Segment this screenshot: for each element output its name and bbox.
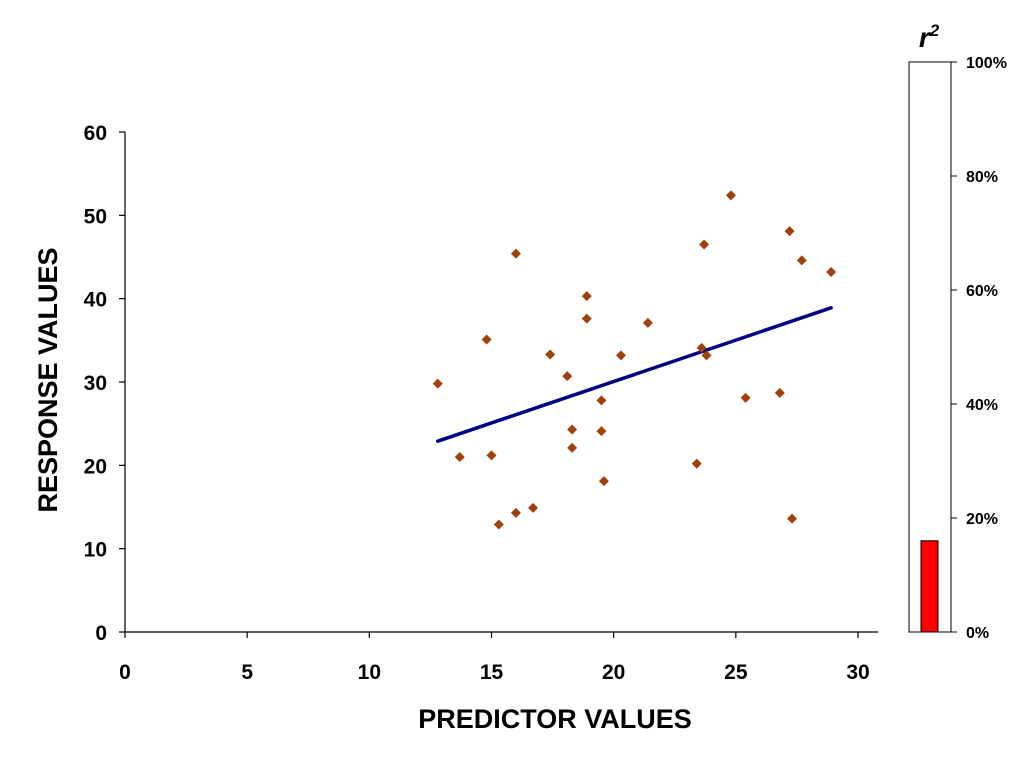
r-squared-ticks: 0% 20% 40% 60% 80% 100% [951, 55, 1007, 642]
data-point [784, 226, 795, 237]
r-squared-tick-label: 100% [966, 55, 1007, 72]
data-point [581, 313, 592, 324]
data-point [774, 387, 785, 398]
y-tick-label: 0 [95, 622, 107, 645]
data-point [740, 392, 751, 403]
data-point [796, 255, 807, 266]
x-tick-label: 20 [602, 661, 625, 684]
trendline [435, 306, 833, 443]
r-squared-tick-label: 40% [966, 397, 998, 414]
y-tick-label: 20 [84, 455, 107, 478]
data-point [510, 507, 521, 518]
x-axis-title: PREDICTOR VALUES [418, 704, 692, 734]
data-point [826, 267, 837, 277]
x-tick-label: 10 [358, 661, 381, 684]
r-squared-title-main: r [919, 22, 932, 53]
data-point [528, 502, 539, 513]
r-squared-title: r2 [919, 21, 940, 53]
y-axis-title: RESPONSE VALUES [33, 247, 63, 512]
data-point [691, 458, 702, 469]
data-point [725, 190, 736, 201]
r-squared-bar-group [920, 540, 939, 633]
data-point [486, 450, 497, 461]
data-point [481, 334, 492, 345]
points-group [432, 190, 837, 530]
y-axis-ticks: 0 10 20 30 40 50 60 [84, 122, 125, 645]
data-point [581, 291, 592, 302]
data-point [596, 426, 607, 437]
y-tick-label: 10 [84, 539, 107, 562]
x-tick-label: 30 [846, 661, 869, 684]
data-point [699, 239, 710, 250]
data-point [545, 349, 556, 360]
data-point [701, 350, 712, 361]
scatter-plot: 0 10 20 30 40 50 60 0 5 10 15 20 25 30 PREDICTOR VAL… [33, 122, 878, 734]
r-squared-bar [920, 540, 939, 633]
y-tick-label: 30 [84, 372, 107, 395]
r-squared-tick-label: 60% [966, 283, 998, 300]
data-point [454, 452, 465, 462]
r-squared-gauge: 0% 20% 40% 60% 80% 100% r2 [908, 21, 1007, 642]
r-squared-tick-label: 80% [966, 169, 998, 186]
data-point [567, 442, 578, 453]
data-point [510, 248, 521, 259]
y-tick-label: 50 [84, 205, 107, 228]
x-tick-label: 5 [241, 661, 253, 684]
y-tick-label: 40 [84, 289, 107, 312]
y-tick-label: 60 [84, 122, 107, 145]
r-squared-title-superscript: 2 [929, 21, 940, 40]
x-tick-label: 25 [724, 661, 748, 684]
data-point [598, 476, 609, 487]
data-point [642, 317, 653, 328]
x-tick-label: 15 [480, 661, 504, 684]
data-point [562, 371, 573, 382]
x-axis-ticks: 0 5 10 15 20 25 30 [119, 632, 870, 684]
data-point [787, 513, 798, 524]
x-tick-label: 0 [119, 661, 131, 684]
r-squared-tick-label: 20% [966, 511, 998, 528]
data-point [432, 378, 443, 389]
r-squared-tick-label: 0% [966, 625, 989, 642]
trendline-group [435, 306, 833, 443]
data-point [615, 350, 626, 361]
data-point [567, 424, 578, 435]
data-point [493, 519, 504, 530]
data-point [696, 342, 707, 353]
data-point [596, 395, 607, 406]
